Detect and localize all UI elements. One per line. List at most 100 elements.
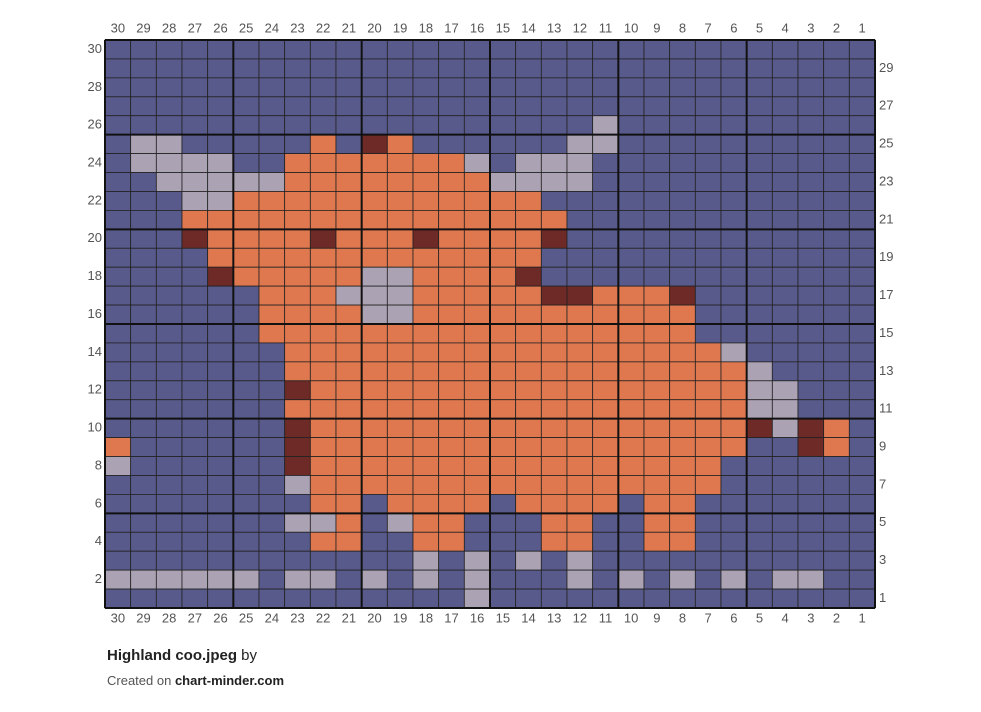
caption-title: Highland coo.jpeg by <box>107 647 257 664</box>
cell <box>669 228 696 249</box>
cell <box>335 247 363 268</box>
cell <box>463 134 491 155</box>
cell <box>566 228 594 249</box>
cell <box>515 228 542 249</box>
cell <box>438 380 465 401</box>
cell <box>463 588 491 609</box>
cell <box>309 323 337 344</box>
column-label: 29 <box>136 20 150 35</box>
cell <box>130 361 157 382</box>
cell <box>207 285 234 306</box>
cell <box>746 399 773 420</box>
cell <box>771 304 799 325</box>
cell <box>540 380 568 401</box>
cell <box>438 58 465 79</box>
cell <box>463 418 491 438</box>
cell <box>823 58 850 79</box>
cell <box>669 153 696 173</box>
cell <box>643 247 671 268</box>
cell <box>412 228 440 249</box>
cell <box>848 512 876 533</box>
cell <box>335 475 363 495</box>
cell <box>232 418 260 438</box>
cell <box>694 380 722 401</box>
cell <box>258 323 286 344</box>
cell <box>258 172 286 192</box>
cell <box>694 493 722 514</box>
cell <box>489 134 517 155</box>
cell <box>463 380 491 401</box>
cell <box>284 209 311 230</box>
row-label: 24 <box>88 155 102 170</box>
cell <box>104 191 132 211</box>
cell <box>361 380 388 401</box>
cell <box>848 380 876 401</box>
cell <box>489 588 517 609</box>
cell <box>335 266 363 287</box>
cell <box>694 418 722 438</box>
column-label: 15 <box>496 610 510 625</box>
cell <box>438 456 465 476</box>
cell <box>720 475 748 495</box>
column-label: 20 <box>367 610 381 625</box>
cell <box>540 96 568 117</box>
cell <box>694 437 722 457</box>
cell <box>771 569 799 590</box>
cell <box>207 96 234 117</box>
cell <box>848 588 876 609</box>
cell <box>232 266 260 287</box>
cell <box>104 531 132 552</box>
cell <box>669 191 696 211</box>
cell <box>438 209 465 230</box>
cell <box>771 456 799 476</box>
cell <box>412 191 440 211</box>
cell <box>566 475 594 495</box>
cell <box>361 569 388 590</box>
cell <box>720 550 748 571</box>
cell <box>309 512 337 533</box>
cell <box>438 285 465 306</box>
cell <box>181 588 209 609</box>
cell <box>284 247 311 268</box>
cell <box>592 569 619 590</box>
cell <box>438 361 465 382</box>
column-label: 28 <box>162 610 176 625</box>
cell <box>361 304 388 325</box>
cell <box>309 304 337 325</box>
cell <box>643 39 671 60</box>
cell <box>130 342 157 363</box>
row-label: 11 <box>879 401 893 416</box>
cell <box>181 266 209 287</box>
cell <box>643 153 671 173</box>
cell <box>720 418 748 438</box>
cell <box>258 361 286 382</box>
cell <box>720 569 748 590</box>
cell <box>797 437 825 457</box>
cell <box>823 247 850 268</box>
cell <box>848 437 876 457</box>
cell <box>669 58 696 79</box>
cell <box>130 77 157 98</box>
cell <box>771 115 799 136</box>
cell <box>669 588 696 609</box>
cell <box>181 209 209 230</box>
cell <box>361 493 388 514</box>
cell <box>592 342 619 363</box>
column-label: 26 <box>213 610 227 625</box>
cell <box>746 304 773 325</box>
row-label: 21 <box>879 211 893 226</box>
cell <box>797 418 825 438</box>
cell <box>746 380 773 401</box>
cell <box>361 115 388 136</box>
cell <box>617 475 645 495</box>
cell <box>284 361 311 382</box>
cell <box>746 115 773 136</box>
cell <box>617 512 645 533</box>
cell <box>438 172 465 192</box>
column-label: 5 <box>756 610 763 625</box>
cell <box>540 569 568 590</box>
cell <box>797 475 825 495</box>
cell <box>207 323 234 344</box>
cell <box>386 209 414 230</box>
cell <box>258 191 286 211</box>
